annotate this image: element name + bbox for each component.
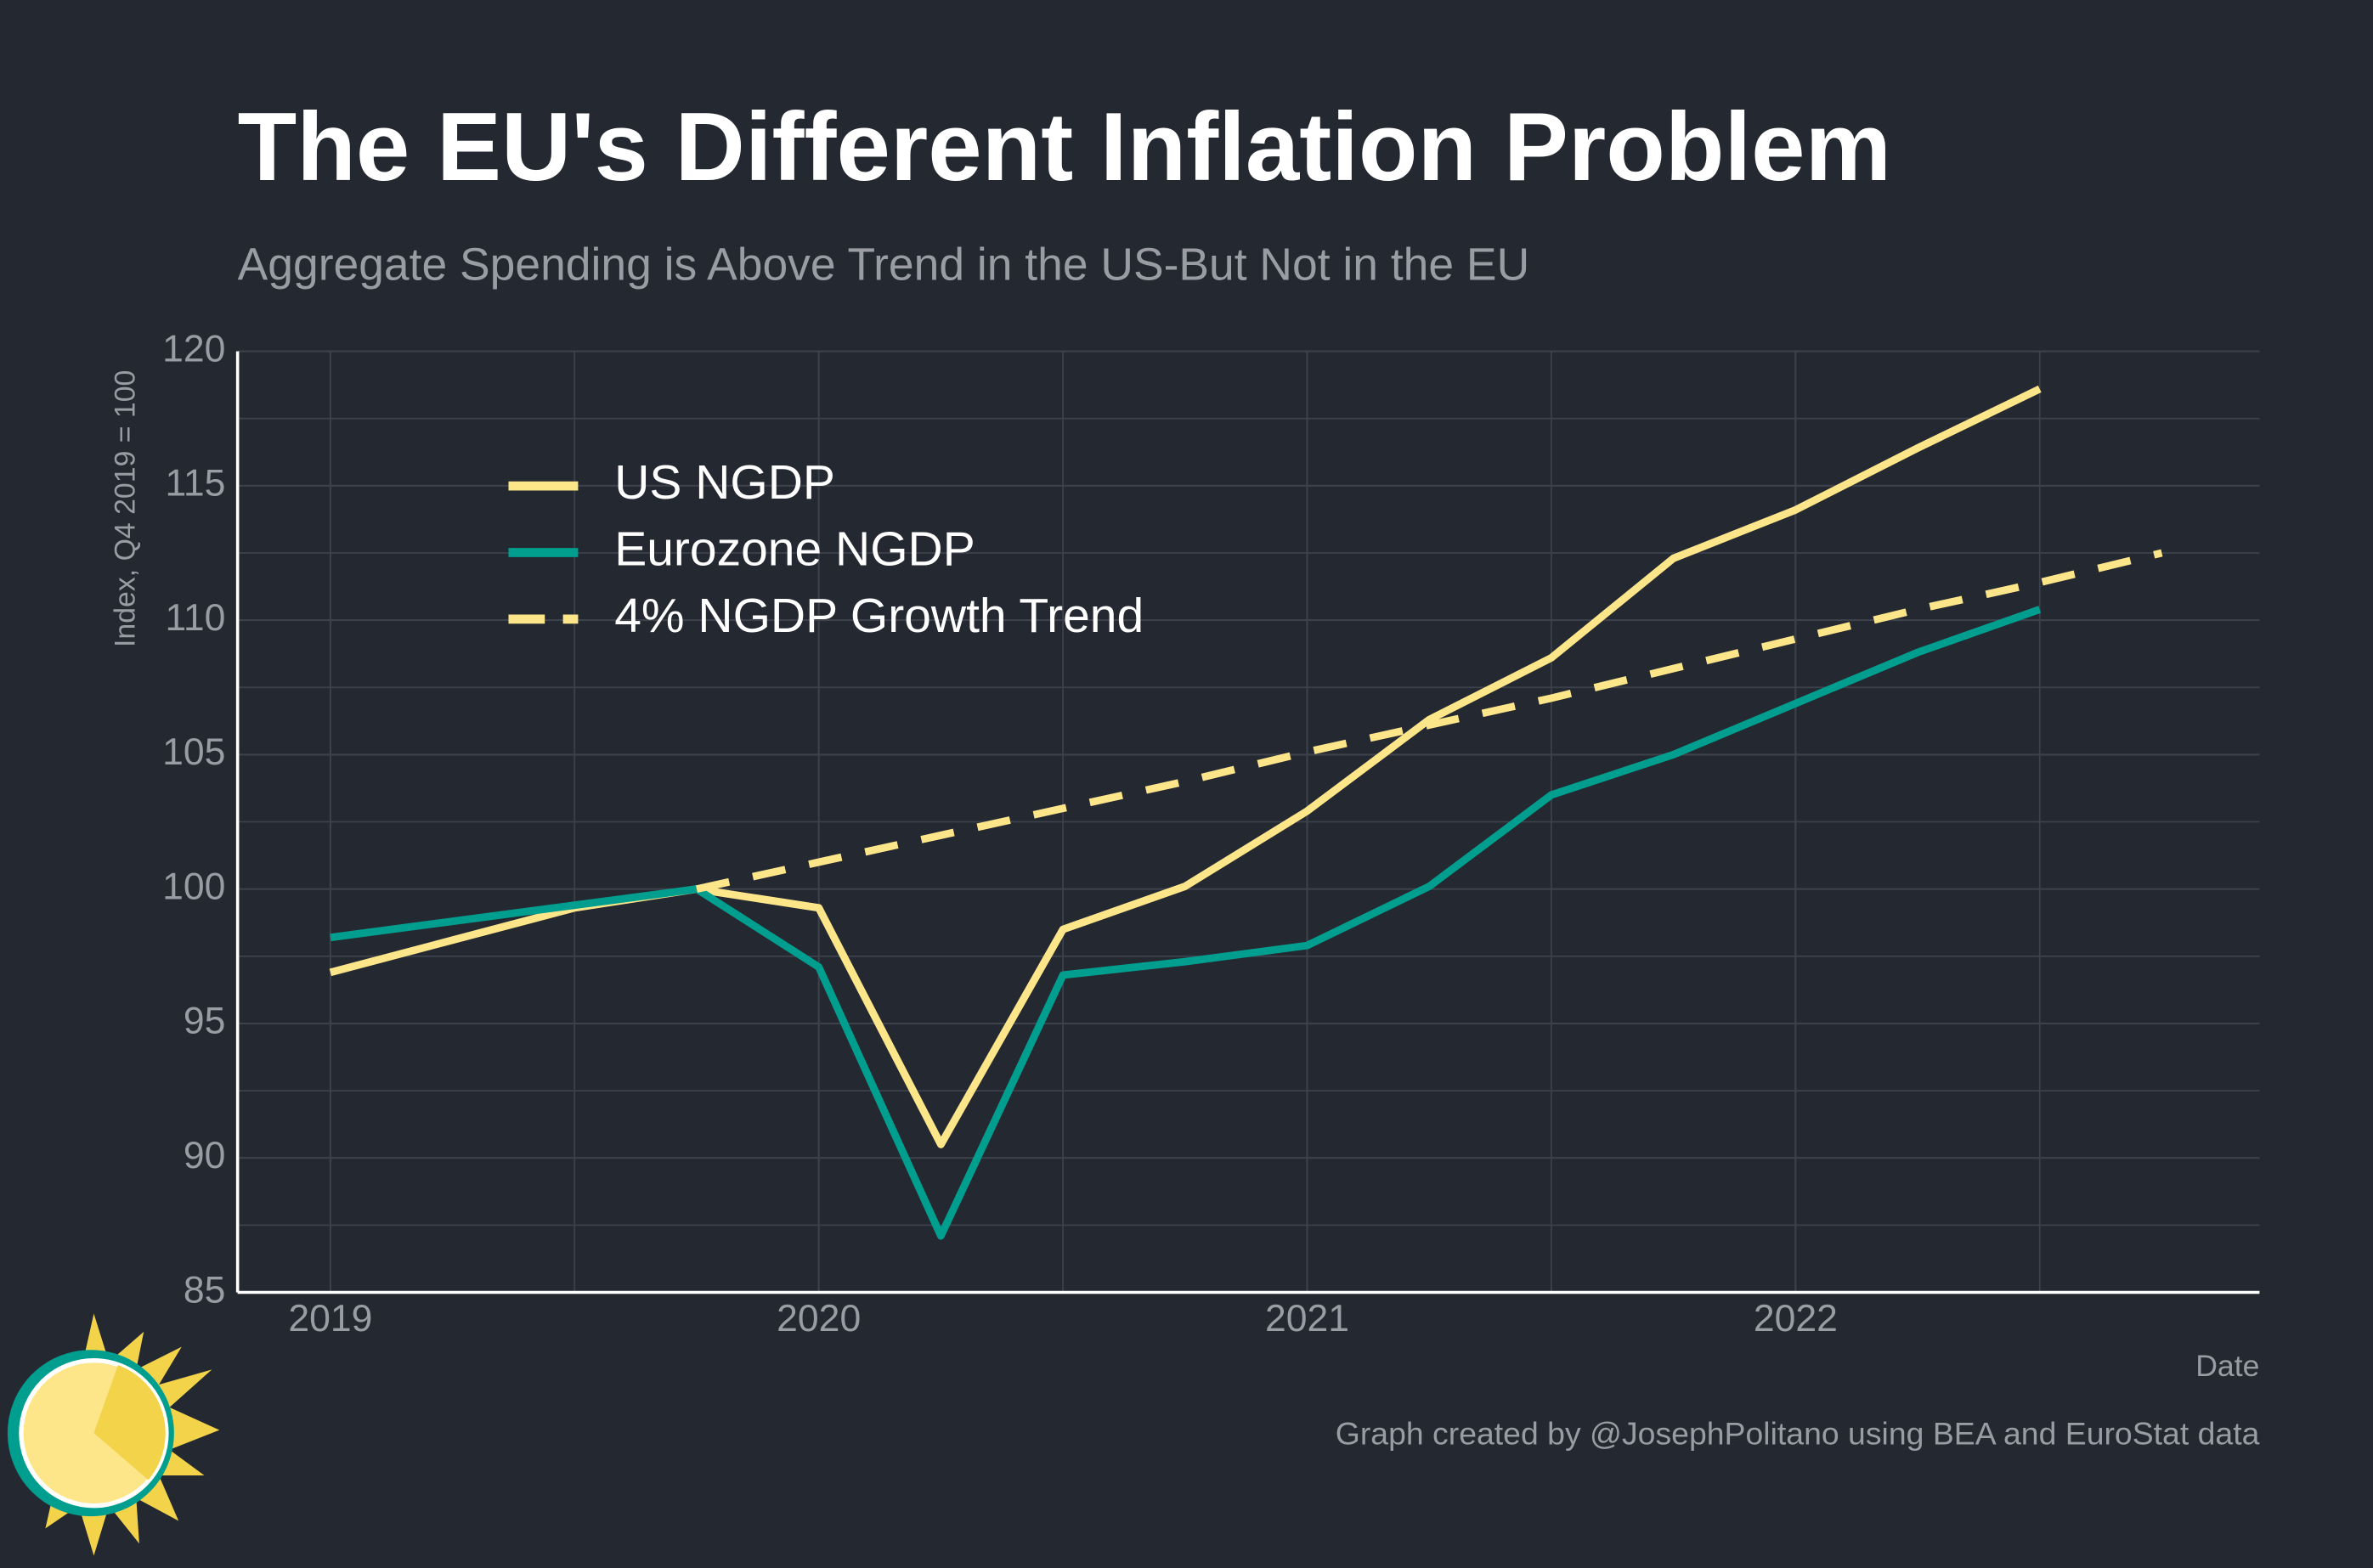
- y-tick-label: 110: [165, 597, 225, 639]
- series-line: [696, 549, 2163, 894]
- y-tick-label: 105: [162, 731, 225, 773]
- y-tick-label: 95: [184, 1001, 226, 1042]
- chart-subtitle: Aggregate Spending is Above Trend in the…: [238, 240, 1530, 290]
- x-tick-label: 2022: [1754, 1298, 1838, 1340]
- y-tick-label: 115: [165, 463, 225, 505]
- y-tick-label: 100: [162, 866, 225, 907]
- y-tick-label: 120: [162, 328, 225, 369]
- legend-label: US NGDP: [614, 455, 835, 510]
- x-tick-label: 2020: [777, 1298, 861, 1340]
- chart-title: The EU's Different Inflation Problem: [238, 93, 1891, 201]
- series-line: [330, 606, 2042, 1240]
- legend-label: 4% NGDP Growth Trend: [614, 589, 1144, 643]
- x-tick-label: 2019: [288, 1298, 372, 1340]
- x-axis-label: Date: [2195, 1349, 2259, 1383]
- caption: Graph created by @JosephPolitano using B…: [1336, 1416, 2260, 1452]
- legend-label: Eurozone NGDP: [614, 522, 975, 577]
- logo: [7, 1313, 220, 1556]
- x-tick-label: 2021: [1265, 1298, 1349, 1340]
- y-tick-label: 85: [184, 1269, 226, 1311]
- y-axis-label: Index, Q4 2019 = 100: [110, 370, 142, 647]
- y-tick-label: 90: [184, 1135, 226, 1176]
